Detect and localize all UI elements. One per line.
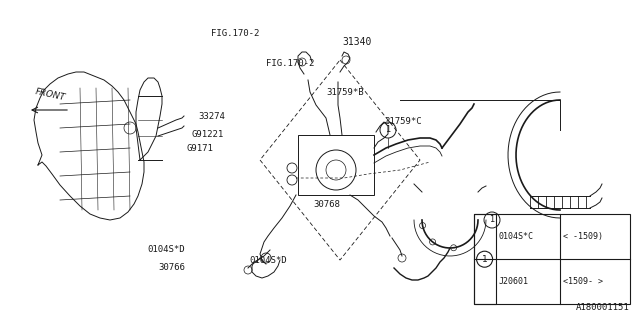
Text: 0104S*C: 0104S*C: [499, 232, 534, 241]
Text: 30766: 30766: [159, 263, 186, 272]
Text: 31759*B: 31759*B: [326, 88, 364, 97]
Bar: [474, 214, 630, 304]
Text: 1: 1: [385, 125, 390, 134]
Text: 31340: 31340: [342, 36, 372, 47]
Text: 1: 1: [490, 215, 495, 225]
Text: FRONT: FRONT: [34, 87, 66, 102]
Text: 1: 1: [482, 255, 488, 264]
Text: 0104S*D: 0104S*D: [250, 256, 287, 265]
Text: A180001151: A180001151: [576, 303, 630, 312]
Text: J20601: J20601: [499, 277, 529, 286]
Text: FIG.170-2: FIG.170-2: [266, 60, 314, 68]
Text: <1509- >: <1509- >: [563, 277, 604, 286]
Text: G9171: G9171: [187, 144, 214, 153]
Text: FIG.170-2: FIG.170-2: [211, 29, 260, 38]
Text: < -1509): < -1509): [563, 232, 604, 241]
Bar: [298, 135, 374, 195]
Bar: [474, 214, 495, 304]
Text: 30768: 30768: [314, 200, 340, 209]
Text: 31759*C: 31759*C: [384, 117, 422, 126]
Text: 0104S*D: 0104S*D: [147, 245, 185, 254]
Text: 33274: 33274: [198, 112, 225, 121]
Text: G91221: G91221: [192, 130, 224, 139]
